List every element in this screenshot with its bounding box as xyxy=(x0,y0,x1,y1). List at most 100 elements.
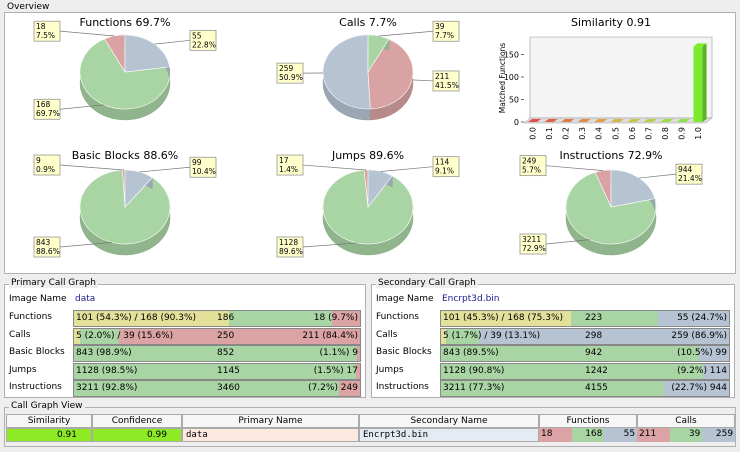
stat-row: Jumps 1128 (90.8%) 1242 (9.2%) 114 xyxy=(374,362,732,380)
leader-line xyxy=(378,30,434,37)
matched-text: 1128 (90.8%) xyxy=(443,365,505,376)
label-box xyxy=(276,236,304,258)
stat-row: Functions 101 (54.3%) / 168 (90.3%) 186 18 … xyxy=(7,309,363,327)
seg-green xyxy=(441,346,699,362)
leader-line xyxy=(59,242,112,248)
slice-count: 843 xyxy=(36,238,51,247)
bar-top xyxy=(643,119,657,122)
label-box xyxy=(675,163,703,185)
label-box xyxy=(33,236,61,258)
matched-text: 3211 (77.3%) xyxy=(443,383,505,394)
matched-text: 101 (54.3%) / 168 (90.3%) xyxy=(76,313,197,323)
stat-bar: 5 (2.0%) / 39 (15.6%) 250 211 (84.4%) xyxy=(73,327,361,345)
x-tick-label: 0.4 xyxy=(595,127,604,140)
call-graph-view-panel: Call Graph View Similarity Confidence Prima… xyxy=(4,401,736,447)
column-header: Similarity xyxy=(6,414,92,428)
row-label: Instructions xyxy=(9,382,62,393)
calls-cell: 39 xyxy=(669,428,703,442)
stat-bar: 1128 (98.5%) 1145 (1.5%) 17 xyxy=(73,362,361,380)
bar-top xyxy=(693,43,707,47)
pie-slice xyxy=(124,34,170,78)
y-axis-label: Matched Functions xyxy=(498,43,507,114)
stat-bar: 5 (1.7%) / 39 (13.1%) 298 259 (86.9%) xyxy=(440,327,730,345)
y-tick-label: 150 xyxy=(504,51,519,60)
slice-count: 55 xyxy=(192,31,202,40)
functions-cell: 18 xyxy=(539,428,572,442)
leader-line xyxy=(545,165,604,171)
seg-green xyxy=(441,381,664,397)
row-label: Jumps xyxy=(376,364,404,375)
row-label: Calls xyxy=(376,329,398,340)
stat-row: Instructions 3211 (77.3%) 4155 (22.7%) 944 xyxy=(374,379,732,398)
bar xyxy=(610,119,624,122)
label-box xyxy=(432,156,460,178)
leader-line xyxy=(59,164,124,171)
total-text: 298 xyxy=(585,330,603,341)
panel-title: Call Graph View xyxy=(9,401,85,411)
bar-front xyxy=(693,46,703,122)
calls-cell: 259 xyxy=(702,428,736,442)
slice-count: 39 xyxy=(435,22,445,31)
matched-text: 843 (89.5%) xyxy=(443,348,499,359)
bar-top xyxy=(544,119,558,122)
row-label: Calls xyxy=(9,329,31,340)
bar xyxy=(577,119,591,122)
seg-green xyxy=(74,381,340,397)
total-text: 223 xyxy=(585,313,603,323)
slice-label: 69.7% xyxy=(36,109,60,118)
row-label: Instructions xyxy=(376,382,429,393)
seg-rest xyxy=(332,311,360,326)
secondary-name-cell: Encrpt3d.bin xyxy=(359,428,539,442)
slice-label: 7.5% xyxy=(36,31,55,40)
x-tick-label: 0.9 xyxy=(677,127,686,140)
x-tick-label: 0.8 xyxy=(661,127,670,140)
leader-line xyxy=(154,39,191,45)
pie-top xyxy=(610,169,656,208)
matched-text: 3211 (92.8%) xyxy=(76,383,138,394)
slice-label: 21.4% xyxy=(678,174,702,183)
column-header: Primary Name xyxy=(182,414,359,428)
total-text: 4155 xyxy=(585,383,608,394)
total-text: 942 xyxy=(585,348,603,359)
image-row: Image Name Encrpt3d.bin xyxy=(374,291,732,308)
slice-count: 17 xyxy=(279,156,289,165)
unmatched-text: 259 (86.9%) xyxy=(671,330,727,341)
image-name: data xyxy=(75,294,96,304)
bar xyxy=(676,119,691,122)
primary-panel: Primary Call Graph Image Name data Function… xyxy=(4,278,366,398)
column-header: Confidence xyxy=(92,414,182,428)
pie-slice xyxy=(124,169,153,208)
matched-text: 1128 (98.5%) xyxy=(76,365,138,376)
seg-rest xyxy=(355,363,360,379)
label-box xyxy=(432,70,460,92)
bar-top xyxy=(660,119,674,122)
slice-label: 9.1% xyxy=(435,167,454,176)
slice-label: 89.6% xyxy=(279,247,303,256)
y-tick-label: 100 xyxy=(504,73,519,82)
y-tick-label: 0 xyxy=(514,118,519,127)
row-label: Functions xyxy=(9,312,52,322)
slice-label: 1.4% xyxy=(279,165,298,174)
x-tick-label: 1.0 xyxy=(694,127,703,140)
secondary-panel: Secondary Call Graph Image Name Encrpt3d.b… xyxy=(371,278,735,398)
bar-top xyxy=(676,119,691,122)
slice-label: 72.9% xyxy=(522,244,546,253)
seg-yellow xyxy=(74,311,230,326)
column-header: Secondary Name xyxy=(359,414,539,428)
functions-cell: 168 xyxy=(571,428,605,442)
panel-title: Primary Call Graph xyxy=(9,278,98,288)
unmatched-text: (1.5%) 17 xyxy=(313,365,358,376)
pie-slice xyxy=(565,171,657,256)
stat-bar: 843 (98.9%) 852 (1.1%) 9 xyxy=(73,345,361,363)
x-tick-label: 0.5 xyxy=(611,127,620,140)
seg-rest xyxy=(698,346,729,362)
functions-cell: 55 xyxy=(604,428,638,442)
seg-green xyxy=(229,311,333,326)
leader-line xyxy=(545,239,590,245)
x-tick-label: 0.1 xyxy=(545,127,554,140)
label-box xyxy=(432,20,460,42)
slice-count: 99 xyxy=(192,158,202,167)
stat-row: Basic Blocks 843 (98.9%) 852 (1.1%) 9 xyxy=(7,344,363,363)
unmatched-text: (10.5%) 99 xyxy=(677,348,727,359)
